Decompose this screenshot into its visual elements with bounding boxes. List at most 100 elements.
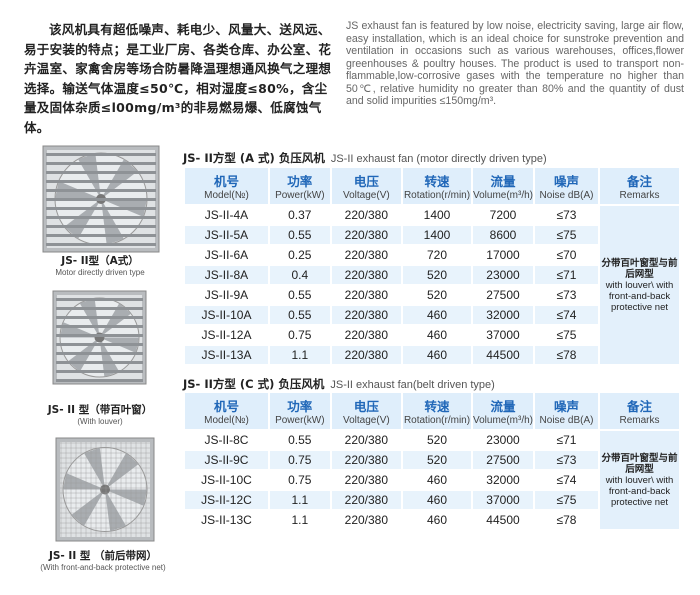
- header-cn: 机号: [213, 399, 239, 414]
- table-cell: 8600: [472, 226, 533, 244]
- table-row: JS-II-12A 0.75 220/380 460 37000 ≤75: [185, 326, 679, 344]
- table-cell: 44500: [472, 346, 533, 364]
- table-cell: 1.1: [269, 491, 330, 509]
- remarks-cell: 分带百叶窗型与前后网型 with louver\ with front-and-b…: [599, 431, 679, 529]
- caption-subtitle: (With front-and-back protective net): [40, 563, 166, 572]
- table-cell: ≤71: [556, 433, 577, 447]
- table-cell: 460: [403, 491, 471, 509]
- header-en: Power(kW): [275, 415, 325, 426]
- header-en: Remarks: [619, 415, 660, 426]
- table-cell: 17000: [486, 248, 520, 262]
- table-cell: JS-II-9C: [185, 451, 268, 469]
- table-cell: JS-II-6A: [204, 248, 249, 262]
- header-en: Noise dB(A): [539, 190, 594, 201]
- header-en: Voltage(V): [343, 415, 390, 426]
- table-cell: 220/380: [344, 473, 389, 487]
- header-en: Volume(m³/h): [472, 190, 533, 201]
- intro-chinese: 该风机具有超低噪声、耗电少、风量大、送风远、易于安装的特点；是工业厂房、各类仓库…: [24, 22, 332, 135]
- table-cell: ≤78: [535, 346, 598, 364]
- table-cell: 220/380: [344, 328, 389, 342]
- table-cell: 720: [427, 248, 448, 262]
- header-en: Rotation(r/min): [403, 190, 471, 201]
- caption-title: JS- II型（A式）: [61, 255, 139, 267]
- caption-net: JS- II 型 （前后带网） (With front-and-back prot…: [28, 548, 178, 572]
- header-en: Remarks: [619, 190, 660, 201]
- table-cell: 23000: [472, 266, 533, 284]
- table-cell: 0.75: [269, 451, 330, 469]
- table-cell: 27500: [472, 451, 533, 469]
- column-header: 功率 Power(kW): [269, 168, 330, 204]
- table-cell: 0.55: [288, 288, 312, 302]
- header-cn: 电压: [353, 174, 379, 189]
- remarks-cn: 分带百叶窗型与前后网型: [601, 257, 678, 280]
- header-cn: 流量: [490, 174, 516, 189]
- table-row: JS-II-10A 0.55 220/380 460 32000 ≤74: [185, 306, 679, 324]
- header-cn: 备注: [626, 174, 652, 189]
- table-cell: JS-II-12A: [201, 328, 252, 342]
- table-cell: 220/380: [344, 248, 389, 262]
- table-cell: JS-II-12C: [185, 491, 268, 509]
- column-header: 备注 Remarks: [599, 168, 679, 204]
- table-cell: 0.37: [288, 208, 312, 222]
- header-cn: 功率: [287, 174, 313, 189]
- header-en: Voltage(V): [343, 190, 390, 201]
- caption-title: JS- II 型 （前后带网）: [48, 550, 158, 562]
- column-header: 转速 Rotation(r/min): [403, 168, 471, 204]
- table-cell: 460: [403, 346, 471, 364]
- table-cell: 44500: [486, 513, 520, 527]
- table-cell: 460: [403, 306, 471, 324]
- header-en: Noise dB(A): [539, 415, 594, 426]
- column-header: 机号 Model(№): [185, 393, 268, 429]
- table-cell: 520: [403, 266, 471, 284]
- table-cell: 27500: [486, 288, 520, 302]
- table-cell: ≤74: [556, 473, 577, 487]
- table-cell: 220/380: [344, 513, 389, 527]
- table-row: JS-II-13A 1.1 220/380 460 44500 ≤78: [185, 346, 679, 364]
- table-cell: 1.1: [269, 346, 330, 364]
- caption-title: JS- II 型（带百叶窗）: [47, 404, 153, 416]
- table-cell: 520: [403, 451, 471, 469]
- table-row: JS-II-9A 0.55 220/380 520 27500 ≤73: [185, 286, 679, 304]
- fan-image-net: [55, 437, 155, 542]
- table-cell: 220/380: [331, 306, 402, 324]
- remarks-en: with louver\ with front-and-back protect…: [605, 474, 674, 508]
- table-cell: JS-II-4A: [204, 208, 249, 222]
- table-row: JS-II-13C 1.1 220/380 460 44500 ≤78: [185, 511, 679, 529]
- header-en: Model(№): [204, 190, 249, 201]
- table-cell: 460: [427, 473, 448, 487]
- table-row: JS-II-8C 0.55 220/380 520 23000 ≤71 分带百叶窗型与前后网…: [185, 431, 679, 529]
- header-cn: 噪声: [553, 174, 579, 189]
- spec-table-c: 机号 Model(№) 功率 Power(kW) 电压 Voltage(V) 转速 Rotat…: [183, 391, 681, 531]
- table-row: JS-II-10C 0.75 220/380 460 32000 ≤74: [185, 471, 679, 489]
- table-cell: 1400: [403, 226, 471, 244]
- table-cell: JS-II-8C: [204, 433, 249, 447]
- header-en: Power(kW): [275, 190, 325, 201]
- table-cell: 520: [427, 288, 448, 302]
- intro-english: JS exhaust fan is featured by low noise,…: [346, 20, 684, 107]
- table-cell: 460: [427, 328, 448, 342]
- table-cell: 520: [427, 433, 448, 447]
- header-row: 机号 Model(№) 功率 Power(kW) 电压 Voltage(V) 转速 Rotat…: [185, 393, 679, 429]
- table-cell: JS-II-13C: [201, 513, 252, 527]
- column-header: 机号 Model(№): [185, 168, 268, 204]
- table-cell: 0.55: [269, 306, 330, 324]
- table-cell: 220/380: [344, 208, 389, 222]
- table-cell: 32000: [486, 473, 520, 487]
- table-cell: ≤75: [535, 226, 598, 244]
- fan-image-louver: [42, 145, 160, 253]
- table-c-title: JS- II方型 (C 式) 负压风机 JS-II exhaust fan(bel…: [183, 376, 495, 392]
- table-cell: 0.55: [288, 433, 312, 447]
- table-a-title: JS- II方型 (A 式) 负压风机 JS-II exhaust fan (mo…: [183, 150, 547, 166]
- column-header: 噪声 Noise dB(A): [535, 393, 598, 429]
- table-cell: 220/380: [331, 346, 402, 364]
- header-en: Volume(m³/h): [472, 415, 533, 426]
- table-row: JS-II-12C 1.1 220/380 460 37000 ≤75: [185, 491, 679, 509]
- table-row: JS-II-8A 0.4 220/380 520 23000 ≤71: [185, 266, 679, 284]
- header-cn: 流量: [490, 399, 516, 414]
- table-cell: 32000: [472, 306, 533, 324]
- table-cell: 220/380: [344, 288, 389, 302]
- table-cell: 220/380: [331, 266, 402, 284]
- table-cell: JS-II-9A: [204, 288, 249, 302]
- header-cn: 功率: [287, 399, 313, 414]
